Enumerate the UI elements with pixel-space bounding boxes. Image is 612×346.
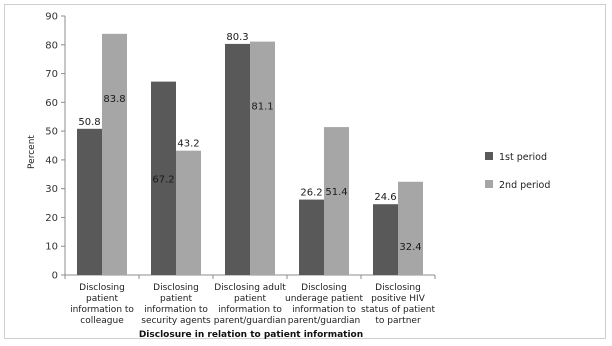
- category-labels: Disclosing patient information to colleague…: [70, 283, 435, 326]
- data-label-1-5: 24.6: [374, 192, 396, 203]
- category-label: Disclosing adult patient information to par…: [214, 283, 286, 326]
- data-label-1-4: 26.2: [300, 188, 322, 199]
- data-label-2-1: 83.8: [103, 94, 125, 105]
- data-label-1-1: 50.8: [78, 117, 100, 128]
- category-label: Disclosing underage patient information to…: [285, 283, 363, 326]
- y-tick-label: 0: [52, 271, 58, 282]
- legend-swatch-2: [485, 180, 493, 188]
- bar-1-4: [299, 199, 324, 275]
- y-tick-label: 90: [45, 12, 58, 23]
- legend-swatch-1: [485, 152, 493, 160]
- bar-1-1: [77, 128, 102, 275]
- data-label-2-5: 32.4: [399, 242, 421, 253]
- legend-label-2: 2nd period: [499, 180, 550, 191]
- bar-1-5: [373, 204, 398, 275]
- y-tick-label: 50: [45, 127, 58, 138]
- data-label-1-2: 67.2: [152, 174, 174, 185]
- x-axis-title: Disclosure in relation to patient inform…: [139, 330, 363, 340]
- data-label-2-3: 81.1: [251, 102, 273, 113]
- bar-1-3: [225, 43, 250, 275]
- bar-2-3: [250, 41, 275, 276]
- bar-1-2: [151, 81, 176, 275]
- y-tick-label: 10: [45, 242, 58, 253]
- data-label-1-3: 80.3: [226, 32, 248, 43]
- legend-label-1: 1st period: [499, 152, 547, 163]
- y-tick-label: 20: [45, 213, 58, 224]
- y-tick-label: 30: [45, 184, 58, 195]
- y-tick-label: 60: [45, 98, 58, 109]
- y-tick-label: 40: [45, 155, 58, 166]
- data-label-2-2: 43.2: [177, 139, 199, 150]
- legend: 1st period 2nd period: [485, 152, 550, 191]
- data-labels: 50.8 67.2 80.3 26.2 24.6 83.8 43.2 81.1 51.4 32.4: [78, 32, 421, 253]
- bar-2-2: [176, 150, 201, 275]
- bar-2-1: [102, 33, 127, 275]
- category-label: Disclosing patient information to colleague: [70, 283, 134, 326]
- category-label: Disclosing positive HIV status of patient t…: [361, 283, 436, 326]
- bar-2-5: [398, 181, 423, 275]
- data-label-2-4: 51.4: [325, 187, 347, 198]
- category-label: Disclosing patient information to security …: [141, 283, 211, 326]
- bars: [77, 33, 423, 276]
- y-axis-title: Percent: [27, 135, 37, 169]
- bar-2-4: [324, 127, 349, 276]
- y-tick-label: 70: [45, 69, 58, 80]
- y-tick-label: 80: [45, 40, 58, 51]
